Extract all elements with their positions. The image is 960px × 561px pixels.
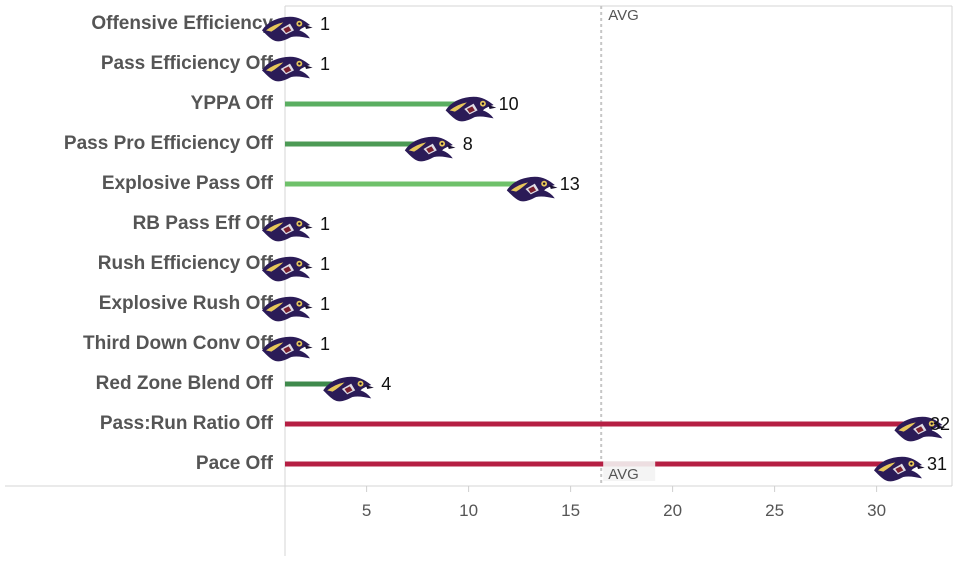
data-label: 1 — [320, 254, 330, 274]
category-label: Pass:Run Ratio Off — [100, 413, 274, 434]
category-label: Pass Pro Efficiency Off — [64, 133, 274, 154]
x-tick-label: 15 — [561, 501, 580, 520]
data-label: 8 — [463, 134, 473, 154]
data-label: 32 — [930, 414, 950, 434]
category-label: Third Down Conv Off — [83, 333, 274, 354]
data-label: 1 — [320, 334, 330, 354]
x-tick-label: 5 — [362, 501, 371, 520]
data-label: 10 — [499, 94, 519, 114]
x-tick-label: 10 — [459, 501, 478, 520]
data-label: 31 — [927, 454, 947, 474]
avg-label-bottom: AVG — [608, 466, 639, 483]
x-tick-label: 20 — [663, 501, 682, 520]
category-label: Rush Efficiency Off — [98, 253, 274, 274]
ravens-logo-icon — [874, 456, 925, 482]
data-label: 1 — [320, 294, 330, 314]
ravens-logo-icon — [506, 176, 558, 202]
x-tick-label: 30 — [867, 501, 886, 520]
avg-label-top: AVG — [608, 7, 639, 24]
category-label: Pace Off — [196, 453, 274, 474]
ravens-logo-icon — [445, 96, 497, 122]
data-label: 13 — [560, 174, 580, 194]
category-label: Red Zone Blend Off — [96, 373, 274, 394]
category-label: YPPA Off — [191, 93, 274, 114]
ravens-logo-icon — [323, 376, 374, 402]
data-label: 4 — [381, 374, 391, 394]
data-label: 1 — [320, 214, 330, 234]
category-label: Explosive Rush Off — [99, 293, 274, 314]
category-label: Offensive Efficiency — [91, 13, 273, 34]
x-tick-label: 25 — [765, 501, 784, 520]
category-label: Explosive Pass Off — [102, 173, 274, 194]
category-label: RB Pass Eff Off — [133, 213, 274, 234]
category-label: Pass Efficiency Off — [101, 53, 274, 74]
data-label: 1 — [320, 54, 330, 74]
avg-label-bottom-bg — [603, 461, 656, 481]
ravens-logo-icon — [404, 136, 456, 162]
data-label: 1 — [320, 14, 330, 34]
